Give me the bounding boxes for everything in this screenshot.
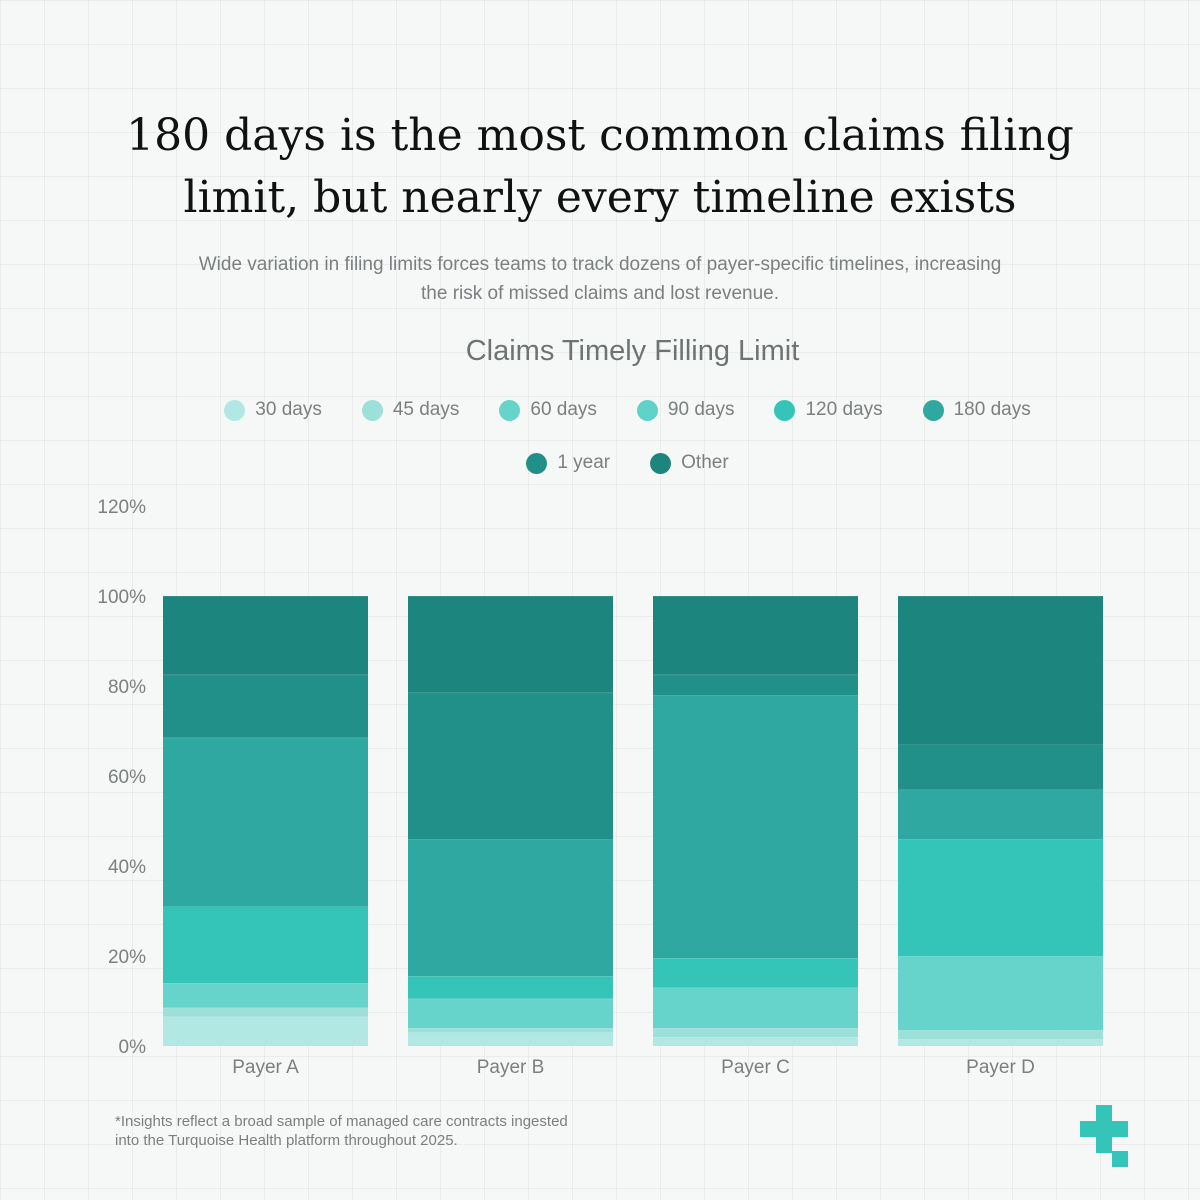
title-line-1: 180 days is the most common claims filin… — [126, 110, 1074, 161]
subtitle: Wide variation in filing limits forces t… — [150, 250, 1050, 308]
y-tick-label: 80% — [108, 677, 146, 698]
footnote-line-1: *Insights reflect a broad sample of mana… — [115, 1113, 568, 1130]
legend-swatch — [361, 399, 383, 421]
bar-segment — [653, 1028, 858, 1037]
title-line-2: limit, but nearly every timeline exists — [183, 172, 1017, 223]
x-category-label: Payer B — [477, 1057, 545, 1078]
bar-segment — [163, 596, 368, 675]
legend-swatch — [636, 399, 658, 421]
legend-item: 60 days — [499, 399, 597, 421]
bar-segment — [653, 695, 858, 959]
bar-segment — [408, 976, 613, 999]
bar-segment — [898, 956, 1103, 1031]
legend-item: 120 days — [774, 399, 883, 421]
y-tick-label: 40% — [108, 857, 146, 878]
bar-segment — [408, 998, 613, 1028]
stacked-bar-chart: 0% 20% 40% 60% 80% 100% 120% Payer A Payer B Paye… — [97, 497, 1103, 1078]
legend-swatch — [650, 452, 672, 474]
bar-segment — [898, 789, 1103, 839]
legend-label: 90 days — [667, 399, 735, 420]
y-tick-label: 120% — [97, 497, 146, 518]
subtitle-line-2: the risk of missed claims and lost reven… — [421, 283, 779, 304]
bar-segment — [898, 744, 1103, 790]
bar-segment — [898, 1030, 1103, 1040]
legend-item: 1 year — [526, 452, 610, 474]
legend-swatch — [526, 452, 548, 474]
bar-segment — [163, 674, 368, 738]
bar-segment — [898, 839, 1103, 956]
turquoise-logo-icon — [1080, 1105, 1128, 1167]
subtitle-line-1: Wide variation in filing limits forces t… — [198, 254, 1002, 275]
y-tick-label: 20% — [108, 947, 146, 968]
bar-segment — [408, 839, 613, 977]
bar-segment — [163, 1016, 368, 1046]
legend-label: 45 days — [392, 399, 460, 420]
bar-segment — [163, 737, 368, 907]
bar-segment — [653, 987, 858, 1028]
bar-segment — [163, 983, 368, 1008]
bar-segment — [408, 1032, 613, 1046]
y-tick-label: 60% — [108, 767, 146, 788]
legend-item: 90 days — [636, 399, 735, 421]
bar-segment — [653, 674, 858, 695]
legend-label: 180 days — [953, 399, 1031, 420]
x-category-label: Payer A — [232, 1057, 299, 1078]
bar-segment — [163, 1007, 368, 1017]
bar-segment — [898, 1039, 1103, 1046]
footnote: *Insights reflect a broad sample of mana… — [115, 1112, 635, 1150]
legend-item: 180 days — [922, 399, 1031, 421]
legend-swatch — [774, 399, 796, 421]
legend-label: 120 days — [805, 399, 883, 420]
legend-item: 30 days — [224, 399, 322, 421]
legend-item: 45 days — [361, 399, 460, 421]
legend-item: Other — [650, 452, 729, 474]
legend-label: 30 days — [255, 399, 322, 420]
y-tick-label: 0% — [119, 1037, 147, 1058]
legend-label: 1 year — [557, 452, 611, 473]
legend-row: 30 days 45 days 60 days 90 days 120 days 180 … — [0, 399, 1200, 421]
chart-title-heading: 180 days is the most common claims filin… — [100, 105, 1100, 229]
x-category-label: Payer C — [721, 1057, 790, 1078]
legend-swatch — [922, 399, 944, 421]
bar-segment — [653, 596, 858, 675]
bar-segment — [163, 906, 368, 983]
bar-segment — [408, 596, 613, 693]
bar-segment — [898, 596, 1103, 745]
bar-segment — [653, 1037, 858, 1046]
legend-label: 60 days — [530, 399, 597, 420]
bar-segment — [408, 692, 613, 839]
legend-swatch — [499, 399, 521, 421]
legend-swatch — [224, 399, 246, 421]
legend-label: Other — [681, 452, 729, 473]
footnote-line-2: into the Turquoise Health platform throu… — [115, 1132, 458, 1149]
legend-row: 1 year Other — [0, 452, 1200, 474]
y-tick-label: 100% — [97, 587, 146, 608]
bar-segment — [653, 958, 858, 988]
bar-segment — [408, 1028, 613, 1033]
x-category-label: Payer D — [966, 1057, 1035, 1078]
chart-name: Claims Timely Filling Limit — [465, 335, 800, 367]
